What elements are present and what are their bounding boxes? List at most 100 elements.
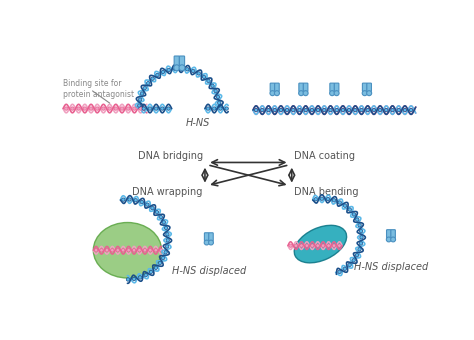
- Ellipse shape: [294, 225, 346, 263]
- Circle shape: [96, 107, 99, 110]
- Circle shape: [372, 108, 375, 112]
- Circle shape: [329, 108, 332, 112]
- Circle shape: [156, 73, 159, 77]
- Circle shape: [338, 270, 341, 274]
- Circle shape: [298, 108, 301, 112]
- Circle shape: [218, 101, 221, 104]
- Circle shape: [142, 107, 146, 110]
- Circle shape: [211, 84, 214, 87]
- Circle shape: [410, 108, 413, 112]
- Circle shape: [212, 107, 216, 110]
- Circle shape: [158, 261, 162, 265]
- FancyBboxPatch shape: [204, 233, 209, 241]
- Circle shape: [191, 69, 195, 73]
- Circle shape: [366, 108, 369, 112]
- Circle shape: [338, 201, 341, 204]
- Circle shape: [162, 221, 165, 224]
- Circle shape: [356, 254, 359, 257]
- Circle shape: [127, 249, 130, 252]
- FancyBboxPatch shape: [270, 83, 275, 91]
- Circle shape: [320, 197, 324, 200]
- Circle shape: [148, 107, 152, 110]
- Circle shape: [140, 200, 144, 204]
- Circle shape: [352, 259, 356, 262]
- FancyBboxPatch shape: [180, 56, 184, 66]
- Circle shape: [352, 213, 356, 216]
- Circle shape: [206, 107, 210, 110]
- Circle shape: [273, 108, 276, 112]
- Circle shape: [310, 244, 314, 247]
- Circle shape: [143, 249, 146, 252]
- Circle shape: [378, 108, 382, 112]
- Circle shape: [261, 108, 264, 112]
- Circle shape: [348, 208, 352, 211]
- Circle shape: [378, 108, 382, 112]
- Circle shape: [359, 242, 363, 245]
- Circle shape: [149, 270, 153, 274]
- Circle shape: [204, 240, 209, 245]
- Circle shape: [397, 108, 401, 112]
- Circle shape: [207, 79, 210, 83]
- Circle shape: [122, 198, 125, 201]
- Circle shape: [310, 108, 314, 112]
- FancyBboxPatch shape: [334, 83, 339, 91]
- Circle shape: [127, 107, 130, 110]
- Circle shape: [289, 244, 292, 247]
- Circle shape: [317, 108, 320, 112]
- FancyBboxPatch shape: [330, 83, 335, 91]
- Circle shape: [358, 223, 361, 227]
- Circle shape: [403, 108, 407, 112]
- Text: DNA wrapping: DNA wrapping: [132, 187, 202, 197]
- Circle shape: [174, 65, 180, 71]
- Circle shape: [105, 249, 109, 252]
- Circle shape: [337, 244, 341, 247]
- Circle shape: [321, 244, 325, 247]
- Circle shape: [317, 108, 320, 112]
- Circle shape: [161, 107, 164, 110]
- Circle shape: [167, 68, 171, 72]
- Circle shape: [314, 198, 318, 201]
- Circle shape: [326, 197, 330, 201]
- Circle shape: [267, 108, 270, 112]
- Circle shape: [216, 95, 219, 99]
- Circle shape: [77, 107, 80, 110]
- Circle shape: [279, 108, 283, 112]
- Circle shape: [285, 108, 289, 112]
- Circle shape: [334, 91, 339, 96]
- Circle shape: [162, 256, 165, 260]
- Circle shape: [358, 248, 361, 251]
- Circle shape: [138, 98, 142, 101]
- Circle shape: [341, 108, 345, 112]
- Circle shape: [120, 107, 124, 110]
- Circle shape: [214, 89, 217, 93]
- Circle shape: [146, 82, 150, 85]
- Circle shape: [294, 244, 298, 247]
- Circle shape: [102, 107, 105, 110]
- Circle shape: [341, 108, 345, 112]
- Circle shape: [299, 91, 304, 96]
- Circle shape: [128, 198, 131, 201]
- Circle shape: [202, 75, 206, 79]
- Circle shape: [89, 107, 93, 110]
- Circle shape: [146, 203, 149, 206]
- Circle shape: [149, 249, 152, 252]
- Circle shape: [329, 108, 332, 112]
- FancyBboxPatch shape: [209, 233, 213, 241]
- Circle shape: [354, 108, 357, 112]
- Circle shape: [362, 91, 367, 96]
- Circle shape: [140, 92, 144, 95]
- Circle shape: [209, 240, 213, 245]
- Circle shape: [94, 249, 98, 252]
- Circle shape: [304, 108, 308, 112]
- Circle shape: [332, 244, 336, 247]
- Circle shape: [100, 249, 103, 252]
- Circle shape: [298, 108, 301, 112]
- Circle shape: [166, 233, 169, 236]
- FancyBboxPatch shape: [274, 83, 279, 91]
- Circle shape: [159, 249, 163, 252]
- Circle shape: [138, 249, 141, 252]
- Circle shape: [137, 104, 141, 107]
- Circle shape: [335, 108, 338, 112]
- Circle shape: [179, 67, 183, 70]
- Circle shape: [360, 108, 363, 112]
